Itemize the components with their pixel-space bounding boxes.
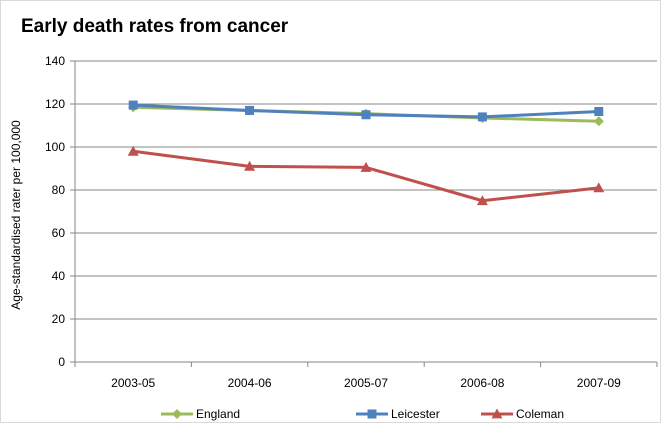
data-point-leicester [245,105,255,115]
x-tick-label: 2004-06 [228,376,272,390]
data-point-coleman [127,145,139,156]
data-point-coleman [476,195,488,206]
legend-item-coleman: Coleman [481,407,564,421]
x-tick-label: 2003-05 [111,376,155,390]
x-tick-label: 2007-09 [577,376,621,390]
data-point-coleman [244,160,256,171]
data-point-leicester [477,112,487,122]
y-tick-label: 120 [45,97,65,111]
data-point-leicester [594,107,604,117]
y-tick-label: 0 [58,355,65,369]
y-tick-label: 60 [52,226,66,240]
y-tick-label: 80 [52,183,66,197]
data-point-coleman [593,182,605,193]
x-tick-label: 2006-08 [460,376,504,390]
series-lines [127,100,605,206]
series-line-coleman [133,149,599,203]
y-tick-label: 20 [52,312,66,326]
legend: England Leicester Coleman [161,407,564,421]
y-tick-label: 40 [52,269,66,283]
series-coleman [127,145,605,206]
x-tick-label: 2005-07 [344,376,388,390]
y-tick-label: 100 [45,140,65,154]
legend-label: England [196,407,240,421]
y-axis-title: Age-standardised rater per 100,000 [9,120,23,310]
legend-item-england: England [161,407,240,421]
legend-marker-coleman [491,408,503,419]
legend-label: Coleman [516,407,564,421]
data-point-england [593,116,604,127]
axes [70,60,658,367]
legend-marker-england [172,409,182,419]
y-tick-labels: 0 20 40 60 80 100 120 140 [45,54,65,369]
legend-label: Leicester [391,407,440,421]
data-point-leicester [128,100,138,110]
legend-marker-leicester [367,409,377,419]
y-tick-label: 140 [45,54,65,68]
series-leicester [128,100,604,122]
legend-item-leicester: Leicester [356,407,440,421]
gridlines [75,60,657,320]
chart-title: Early death rates from cancer [21,16,289,37]
data-point-leicester [361,110,371,120]
x-tick-labels: 2003-05 2004-06 2005-07 2006-08 2007-09 [111,376,621,390]
data-point-coleman [360,161,372,172]
